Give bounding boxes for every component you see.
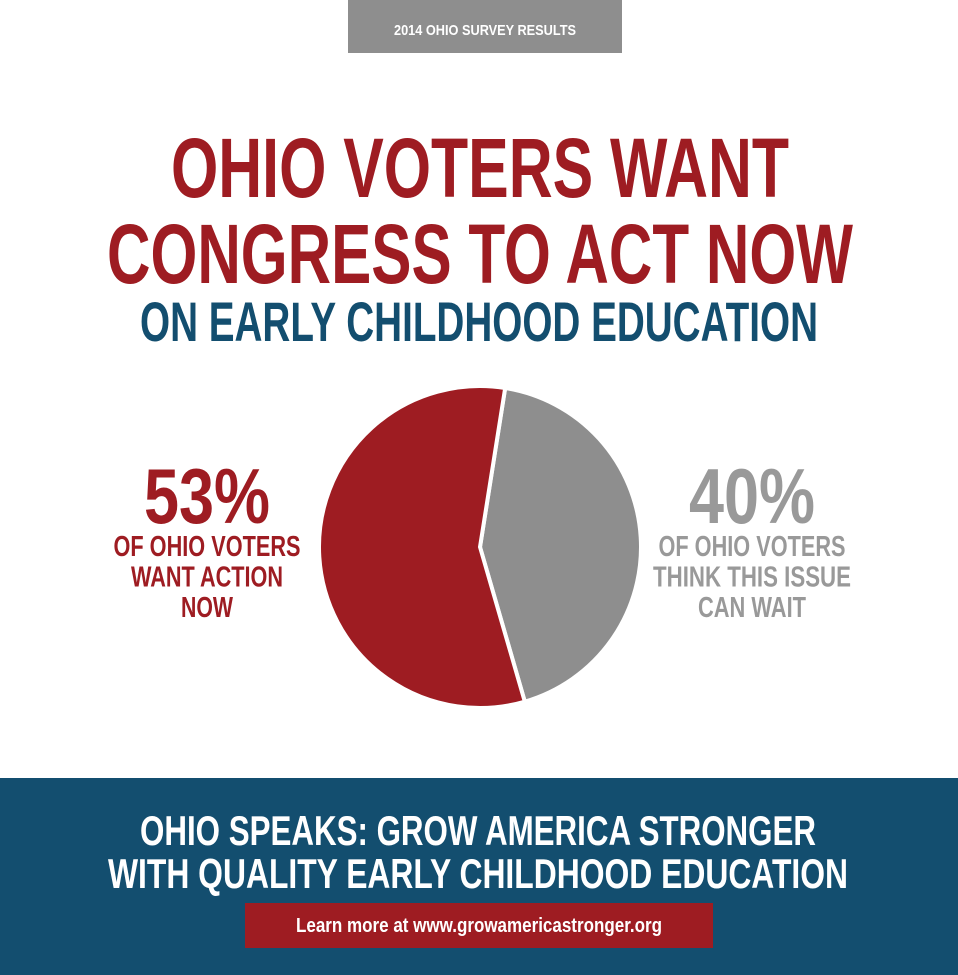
badge-text: 2014 OHIO SURVEY RESULTS (394, 22, 576, 39)
category-label: CAN WAIT (698, 592, 806, 624)
category-label: OF OHIO VOTERS (659, 531, 846, 563)
category-label: NOW (181, 592, 233, 624)
pie-slice (477, 385, 644, 705)
title-line: OHIO VOTERS WANT (171, 121, 789, 215)
footer-line: WITH QUALITY EARLY CHILDHOOD EDUCATION (108, 850, 848, 897)
pie-slice (317, 384, 528, 710)
badge-box (348, 0, 622, 53)
pie (317, 384, 644, 710)
category-label: OF OHIO VOTERS (114, 531, 301, 563)
link-button[interactable] (245, 903, 713, 948)
title-line: CONGRESS TO ACT NOW (107, 207, 854, 301)
link-text[interactable]: Learn more at www.growamericastronger.or… (296, 915, 662, 937)
category-label: THINK THIS ISSUE (653, 562, 851, 594)
footer-line: OHIO SPEAKS: GROW AMERICA STRONGER (140, 807, 816, 854)
category-label: WANT ACTION (131, 562, 283, 594)
value-label: 53% (144, 452, 270, 540)
subtitle: ON EARLY CHILDHOOD EDUCATION (140, 290, 818, 353)
value-label: 40% (689, 452, 815, 540)
